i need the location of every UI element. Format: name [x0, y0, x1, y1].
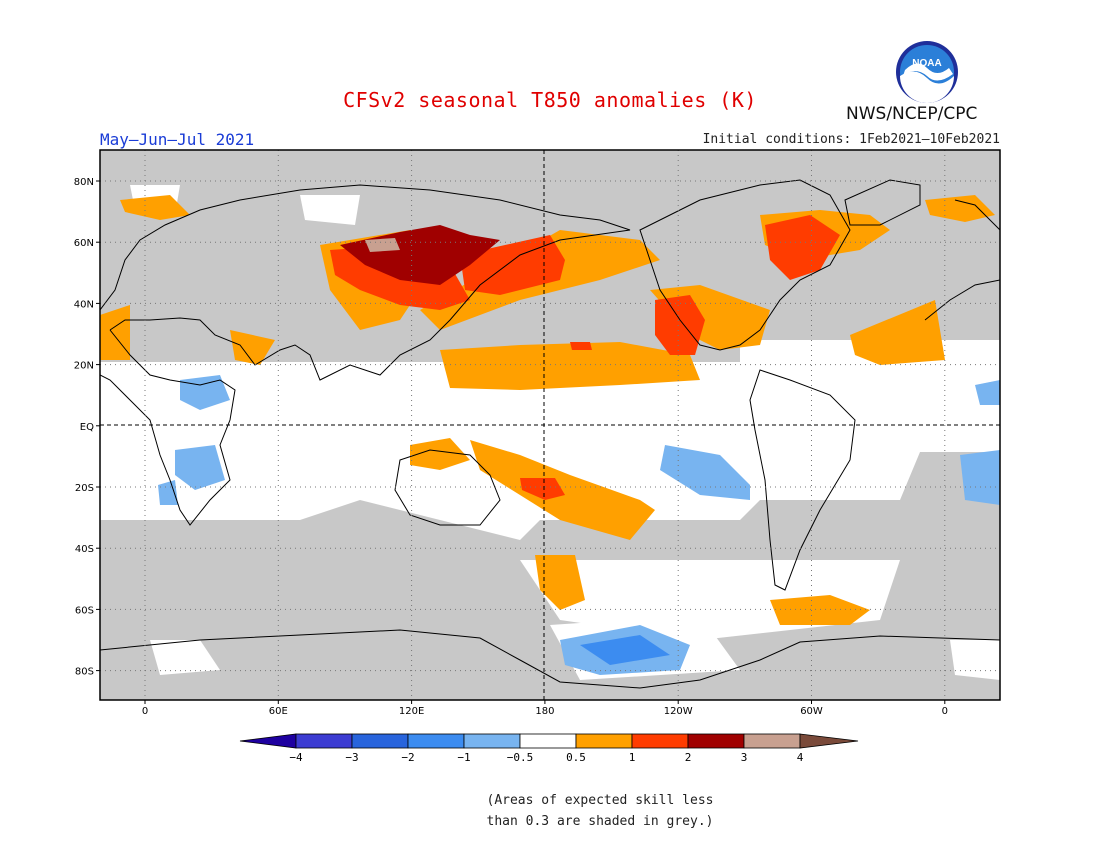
colorbar: −4 −3 −2 −1 −0.5 0.5 1 2 3 4	[239, 733, 859, 764]
map-title: CFSv2 seasonal T850 anomalies (K)	[343, 88, 757, 112]
colorbar-tick-label: 1	[629, 751, 636, 764]
lon-label: 0	[942, 706, 948, 717]
colorbar-arrow-high	[799, 733, 859, 749]
colorbar-segment	[351, 733, 409, 749]
lon-label: 60W	[800, 706, 823, 717]
map-frame	[99, 149, 1001, 701]
logo-text: NOAA	[912, 58, 941, 69]
lat-label: 80S	[75, 667, 94, 678]
colorbar-arrow-low	[239, 733, 297, 749]
coastlines	[100, 179, 1000, 689]
colorbar-segment	[631, 733, 689, 749]
colorbar-segment	[463, 733, 521, 749]
lat-label: 40S	[75, 544, 94, 555]
colorbar-segment	[519, 733, 577, 749]
colorbar-tick-label: 3	[741, 751, 748, 764]
agency-label: NWS/NCEP/CPC	[846, 104, 978, 124]
skill-note-line-2: than 0.3 are shaded in grey.)	[486, 814, 714, 829]
lat-label: 60S	[75, 605, 94, 616]
colorbar-segment	[575, 733, 633, 749]
colorbar-tick-label: −3	[345, 751, 358, 764]
initial-conditions-label: Initial conditions: 1Feb2021–10Feb2021	[702, 132, 1000, 147]
colorbar-segment	[407, 733, 465, 749]
lon-label: 120E	[399, 706, 424, 717]
colorbar-tick-label: 0.5	[566, 751, 586, 764]
colorbar-tick-label: −0.5	[507, 751, 534, 764]
colorbar-tick-label: 2	[685, 751, 692, 764]
lon-label: 120W	[664, 706, 693, 717]
colorbar-segment	[687, 733, 745, 749]
lat-label: 80N	[74, 177, 94, 188]
lat-label: 20S	[75, 483, 94, 494]
colorbar-segment	[743, 733, 801, 749]
lon-label: 180	[535, 706, 554, 717]
lon-label: 0	[142, 706, 148, 717]
colorbar-tick-label: −2	[401, 751, 414, 764]
lat-label: 60N	[74, 238, 94, 249]
lat-label: 20N	[74, 361, 94, 372]
colorbar-segment	[295, 733, 353, 749]
lon-label: 60E	[269, 706, 288, 717]
colorbar-tick-label: 4	[797, 751, 804, 764]
season-label: May–Jun–Jul 2021	[100, 130, 255, 149]
noaa-logo: NOAA	[895, 40, 959, 104]
colorbar-tick-label: −1	[457, 751, 470, 764]
colorbar-tick-label: −4	[289, 751, 303, 764]
lat-label: 40N	[74, 299, 94, 310]
skill-note-line-1: (Areas of expected skill less	[486, 793, 714, 808]
skill-note: (Areas of expected skill less than 0.3 a…	[440, 790, 760, 832]
longitude-labels: 0 60E 120E 180 120W 60W 0	[142, 700, 948, 717]
latitude-labels: 80N 60N 40N 20N EQ 20S 40S 60S 80S	[74, 177, 100, 678]
grid-lines	[100, 150, 1000, 700]
lat-label: EQ	[80, 422, 94, 433]
